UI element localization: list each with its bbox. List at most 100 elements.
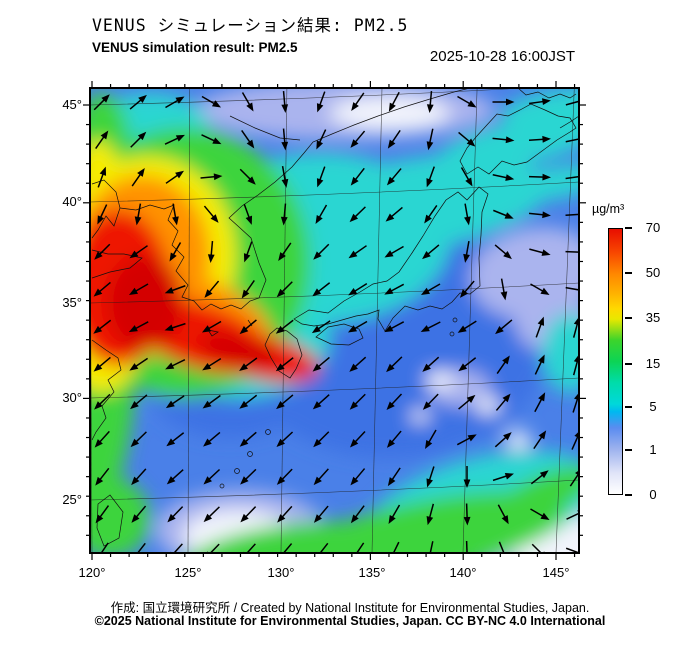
wind-arrow [202,394,221,409]
wind-arrow [203,543,220,553]
wind-arrow [386,168,402,186]
wind-arrow [313,243,330,260]
wind-arrow [313,468,329,486]
colorbar-tick [624,317,632,319]
wind-arrow [203,205,219,223]
wind-arrow [130,131,147,148]
wind-arrow [130,394,148,410]
wind-arrow [350,130,366,148]
wind-arrow [530,283,550,295]
colorbar-tick-label: 1 [649,442,657,457]
wind-arrow [129,94,147,110]
wind-arrow [350,167,365,186]
wind-arrow [495,319,513,335]
wind-arrow [492,173,515,181]
wind-arrow [240,543,256,553]
wind-arrow [422,393,439,410]
wind-arrow [167,543,183,553]
wind-arrow [529,98,551,106]
wind-arrow [457,320,477,333]
wind-arrow [130,431,147,448]
wind-arrow [316,91,326,113]
wind-arrow [93,281,111,297]
wind-arrow [164,134,185,145]
wind-arrow [281,90,289,113]
wind-arrow [97,204,108,225]
wind-arrow [276,431,294,448]
page-title-japanese: VENUS シミュレーション結果: PM2.5 [92,16,409,35]
lat-tick-label: 30° [62,390,82,405]
colorbar-tick [624,449,632,451]
wind-arrow [528,173,551,181]
wind-arrow [280,203,288,226]
wind-arrow [204,280,220,298]
wind-arrow [386,430,402,448]
wind-arrow [165,170,185,184]
colorbar-tick-label: 70 [645,220,661,235]
wind-arrow [425,429,437,450]
coastlines [91,88,579,547]
wind-arrow [458,131,476,147]
wind-arrow [457,95,477,108]
wind-arrow [316,129,327,150]
wind-arrow [239,357,258,371]
wind-arrow [97,166,107,188]
wind-arrow [464,203,471,226]
wind-arrow [463,503,471,526]
wind-arrow [128,283,149,295]
wind-arrow [281,166,289,188]
wind-arrow [350,505,365,524]
wind-arrow [313,431,330,448]
colorbar-tick [624,272,632,274]
wind-arrow [351,542,365,553]
wind-arrow [201,134,222,145]
wind-arrow [347,320,368,333]
colorbar-tick [624,494,632,496]
wind-arrow [95,130,109,149]
wind-arrow [131,505,147,523]
wind-arrow [239,319,257,335]
wind-arrow [129,245,148,259]
wind-arrow [203,506,220,523]
wind-arrow [165,96,185,109]
wind-arrow [387,129,401,149]
wind-arrow [426,503,435,526]
wind-arrow [278,242,292,262]
wind-arrow [420,283,441,295]
wind-arrow [239,394,258,409]
wind-arrow [275,357,294,372]
wind-arrow [172,203,179,226]
wind-arrow [348,283,368,296]
wind-arrow [200,173,223,181]
wind-arrow [386,393,403,411]
wind-arrow [276,281,293,298]
wind-arrow [498,541,506,553]
wind-arrow [565,135,579,143]
wind-arrow [349,430,366,448]
wind-arrow [276,394,294,410]
wind-arrow [95,467,110,486]
wind-arrow [426,466,435,488]
wind-arrow [500,278,508,301]
wind-arrow [239,431,257,447]
wind-arrow [313,505,329,523]
wind-arrow [129,357,149,371]
wind-arrow [93,319,112,334]
wind-arrow [565,173,579,181]
wind-arrow [131,167,145,187]
wind-arrow [240,506,257,523]
wind-arrow [456,434,477,446]
wind-arrow [128,321,149,333]
wind-arrow [496,355,510,374]
colorbar-tick [624,227,632,229]
wind-arrow [201,95,222,108]
wind-arrow [497,504,509,525]
wind-arrow [495,393,511,411]
wind-arrow [529,248,551,256]
wind-arrow [240,468,257,485]
wind-arrow [565,98,579,106]
colorbar-tick-label: 0 [649,487,657,502]
lat-tick-label: 35° [62,295,82,310]
wind-arrow [528,211,551,219]
